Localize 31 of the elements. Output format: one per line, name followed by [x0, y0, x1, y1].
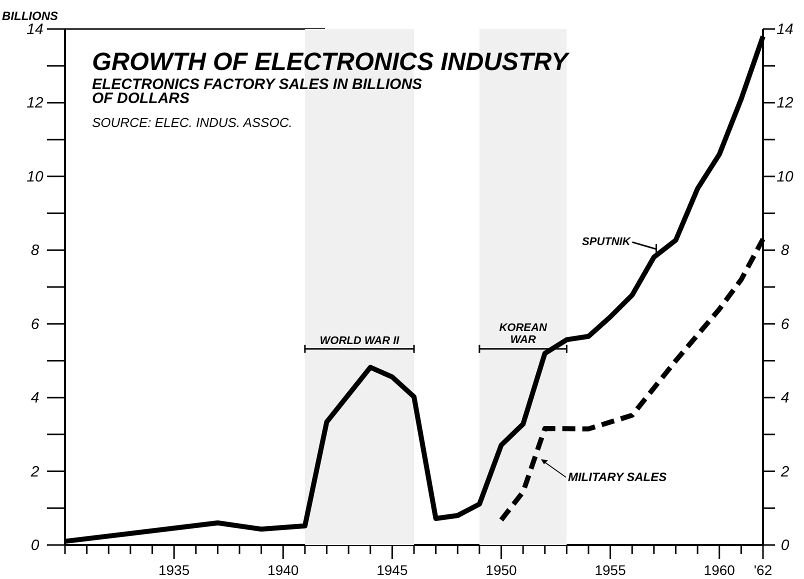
y-tick-label: 4: [30, 390, 40, 407]
band-label: KOREAN WAR: [499, 322, 548, 346]
y-tick-label: 6: [30, 316, 40, 333]
x-tick-label: 1955: [594, 562, 626, 578]
annotation: SPUTNIK: [582, 236, 632, 248]
y2-tick-label: 8: [780, 242, 790, 260]
y2-tick-label: 0: [780, 537, 790, 554]
text: ELECTRONICS FACTORY SALES IN BILLIONS OF DOLLARS: [92, 76, 422, 107]
y2-tick-label: 14: [776, 21, 794, 38]
y2-tick-label: 10: [776, 168, 794, 186]
y2-tick-label: 12: [776, 94, 794, 112]
x-tick-label: 1935: [158, 562, 190, 578]
x-tick-label: 1950: [486, 562, 518, 578]
x-tick-label: 1945: [376, 562, 408, 578]
text: MILITARY SALES: [568, 470, 667, 484]
y-tick-label: 14: [26, 21, 44, 38]
band-label: WORLD WAR II: [320, 334, 400, 347]
annotation: SOURCE: ELEC. INDUS. ASSOC.: [92, 115, 292, 130]
y-axis-title: BILLIONS: [2, 9, 58, 23]
y2-tick-label: 4: [780, 390, 790, 407]
y-tick-label: 10: [26, 168, 44, 186]
y-tick-label: 2: [30, 463, 40, 480]
y-tick-label: 0: [30, 537, 40, 554]
x-tick-label: 1940: [268, 562, 299, 578]
y2-tick-label: 6: [780, 316, 790, 333]
y-tick-label: 8: [30, 242, 40, 260]
y2-tick-label: 2: [780, 463, 790, 480]
text: GROWTH OF ELECTRONICS INDUSTRY: [92, 48, 570, 76]
x-tick-label: 1960: [704, 562, 736, 578]
y-tick-label: 12: [26, 94, 44, 112]
x-tick-label: '62: [754, 562, 772, 578]
